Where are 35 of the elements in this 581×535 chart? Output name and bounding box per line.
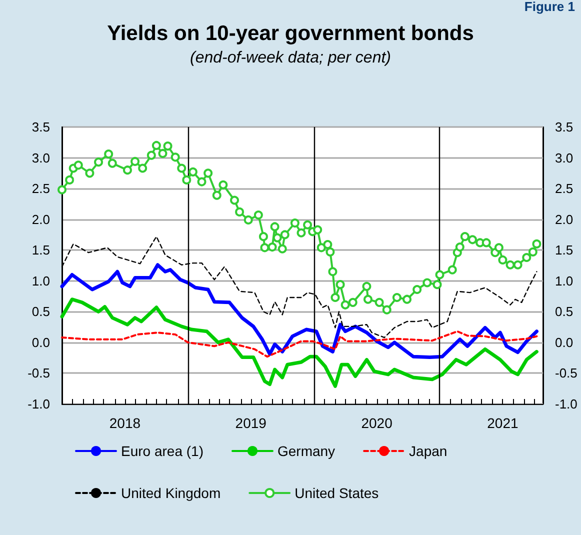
x-tick-label: 2020 <box>361 415 393 431</box>
y-tick-label: 1.0 <box>32 273 50 288</box>
legend-label: Euro area (1) <box>121 443 204 459</box>
y-tick-label: -0.5 <box>28 366 50 381</box>
y-tick-label: 3.0 <box>32 150 50 166</box>
y-tick-label: 2.0 <box>32 212 50 227</box>
y-tick-label: -1.0 <box>28 396 50 412</box>
chart-title: Yields on 10-year government bonds <box>107 22 474 45</box>
y2-tick-label: 3.5 <box>555 120 574 134</box>
y2-tick-label: 0.0 <box>555 334 574 350</box>
y-tick-label: 1.5 <box>32 242 50 258</box>
line-series <box>60 298 538 388</box>
y2-tick-label: -1.0 <box>555 396 578 412</box>
y-tick-label: 0.5 <box>32 304 50 320</box>
y-tick-label: 3.5 <box>32 120 50 134</box>
y2-tick-label: 2.5 <box>555 181 574 196</box>
y-tick-label: 2.5 <box>32 181 50 196</box>
x-tick-label: 2021 <box>487 415 518 431</box>
x-tick-label: 2019 <box>235 415 267 431</box>
y2-tick-label: 1.5 <box>555 242 574 258</box>
chart-subtitle: (end-of-week data; per cent) <box>190 50 391 66</box>
y2-tick-label: 1.0 <box>555 273 574 288</box>
legend-label: United States <box>294 485 379 501</box>
legend-label: Germany <box>277 443 336 459</box>
y2-tick-label: 3.0 <box>555 150 574 166</box>
caption: Figure 1 <box>524 0 576 14</box>
line-series <box>60 263 538 359</box>
y2-tick-label: 2.0 <box>555 212 574 227</box>
x-tick-label: 2018 <box>109 415 141 431</box>
legend-label: Japan <box>409 443 448 459</box>
y-tick-label: 0.0 <box>32 334 50 350</box>
line-series <box>61 330 538 358</box>
y2-tick-label: 0.5 <box>555 304 574 320</box>
y2-tick-label: -0.5 <box>555 366 578 381</box>
legend-label: United Kingdom <box>121 485 221 501</box>
